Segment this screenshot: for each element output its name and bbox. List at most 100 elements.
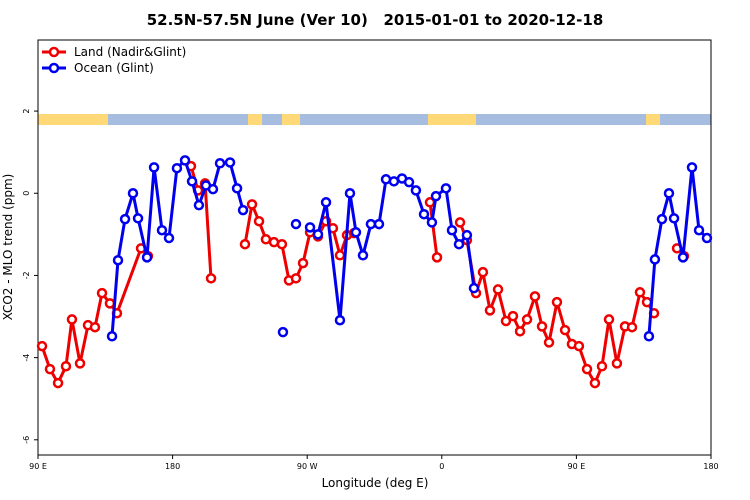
data-point xyxy=(277,326,289,338)
data-point xyxy=(350,227,362,238)
data-point xyxy=(388,176,400,187)
data-point xyxy=(589,377,601,389)
data-point xyxy=(106,331,118,342)
legend-label: Land (Nadir&Glint) xyxy=(74,45,186,59)
y-tick-label: -6 xyxy=(22,436,31,444)
data-point xyxy=(36,340,48,352)
data-point xyxy=(246,199,258,210)
data-point xyxy=(446,224,458,236)
data-point xyxy=(373,218,385,230)
data-point xyxy=(214,158,226,169)
data-point xyxy=(543,337,555,348)
y-tick-label: 2 xyxy=(22,109,31,114)
y-tick-label: -2 xyxy=(22,271,31,279)
data-point xyxy=(290,218,302,230)
x-tick-label: 0 xyxy=(439,462,444,471)
data-point xyxy=(132,213,144,224)
series-line xyxy=(40,165,686,385)
data-point xyxy=(573,340,585,352)
data-point xyxy=(334,250,346,261)
data-point xyxy=(89,321,101,333)
data-point xyxy=(104,298,116,309)
data-point xyxy=(344,188,356,199)
data-point xyxy=(431,252,443,263)
data-point xyxy=(693,224,705,236)
data-point xyxy=(119,213,131,225)
data-point xyxy=(365,218,377,230)
data-point xyxy=(66,314,78,325)
data-point xyxy=(410,185,422,196)
data-point xyxy=(603,314,615,325)
data-point xyxy=(193,199,205,211)
data-point xyxy=(440,183,452,194)
data-point xyxy=(207,183,219,195)
data-point xyxy=(507,310,519,322)
data-point xyxy=(536,321,548,332)
plot-frame xyxy=(37,39,712,456)
data-point xyxy=(686,162,698,173)
legend-marker xyxy=(48,46,60,58)
y-tick-label: -4 xyxy=(22,354,31,362)
data-point xyxy=(559,324,571,336)
data-point xyxy=(224,157,236,168)
y-tick-label: 0 xyxy=(22,191,31,196)
data-point xyxy=(141,252,153,263)
data-point xyxy=(44,363,56,375)
data-point xyxy=(492,284,504,295)
data-point xyxy=(297,257,309,269)
data-point xyxy=(127,188,139,199)
legend: Land (Nadir&Glint) Ocean (Glint) xyxy=(42,45,186,75)
data-point xyxy=(186,176,198,187)
data-point xyxy=(484,305,496,316)
data-point xyxy=(454,217,466,228)
data-point xyxy=(649,254,661,265)
data-point xyxy=(320,197,332,208)
data-point xyxy=(500,315,512,327)
data-point xyxy=(52,377,64,389)
data-point xyxy=(418,208,430,220)
data-point xyxy=(74,358,86,369)
data-point xyxy=(253,215,265,227)
data-point xyxy=(468,282,480,294)
x-tick-label: 180 xyxy=(165,462,180,471)
data-point xyxy=(357,250,369,261)
data-point xyxy=(581,363,593,375)
data-point xyxy=(276,238,288,250)
data-point xyxy=(312,229,324,240)
data-point xyxy=(163,232,175,244)
data-point xyxy=(112,254,124,266)
x-tick-label: 90 E xyxy=(568,462,586,471)
data-point xyxy=(677,252,689,263)
data-point xyxy=(529,291,541,302)
data-point xyxy=(611,358,623,369)
data-point xyxy=(641,296,653,308)
data-point xyxy=(663,188,675,199)
data-point xyxy=(148,162,160,173)
data-point xyxy=(477,266,489,278)
data-point xyxy=(643,331,655,342)
data-point xyxy=(231,183,243,194)
data-point xyxy=(551,296,563,308)
x-tick-label: 90 E xyxy=(29,462,47,471)
data-point xyxy=(179,155,191,166)
chart-title: 52.5N-57.5N June (Ver 10) 2015-01-01 to … xyxy=(147,11,604,29)
land-mask-strip xyxy=(38,114,711,125)
legend-label: Ocean (Glint) xyxy=(74,61,154,75)
data-point xyxy=(290,273,302,284)
data-point xyxy=(426,217,438,228)
data-point xyxy=(171,162,183,174)
data-point xyxy=(239,238,251,250)
data-point xyxy=(237,204,249,216)
y-axis-label: XCO2 - MLO trend (ppm) xyxy=(1,174,15,321)
data-point xyxy=(596,360,608,372)
data-point xyxy=(656,213,668,225)
data-point xyxy=(634,287,646,298)
data-point xyxy=(461,229,473,241)
x-axis-label: Longitude (deg E) xyxy=(322,476,429,490)
data-point xyxy=(205,273,217,284)
data-point xyxy=(304,222,316,233)
data-point xyxy=(156,224,168,236)
data-point xyxy=(521,314,533,325)
data-point xyxy=(668,213,680,224)
